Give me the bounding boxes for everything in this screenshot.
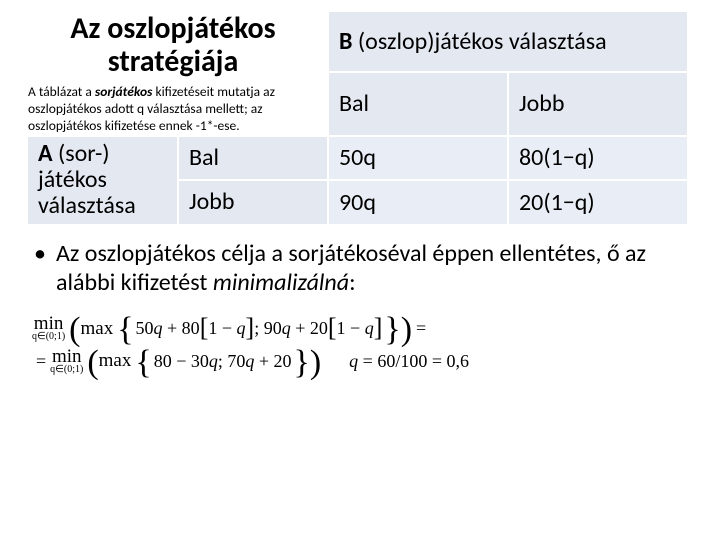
max-op: max (80, 320, 113, 338)
bullet-end: : (349, 268, 355, 297)
paren-open: ( (69, 320, 80, 340)
cell-r2c1: 90q (328, 180, 508, 225)
row-jobb: Jobb (178, 180, 328, 225)
brace-open: { (135, 353, 151, 373)
bullet-text: Az oszlopjátékos célja a sorjátékoséval … (56, 240, 686, 298)
a-label-bold: A (38, 139, 53, 168)
b-label-rest: (oszlop)játékos választása (352, 27, 606, 56)
min-op: min q∈(0;1) (50, 348, 83, 375)
header-left-cell: Az oszlopjátékos stratégiája A táblázat … (28, 12, 328, 136)
formula-body: 80 − 30q; 70q + 20 (154, 351, 292, 372)
page-title: Az oszlopjátékos stratégiája (28, 12, 318, 78)
slide: Az oszlopjátékos stratégiája A táblázat … (0, 0, 720, 540)
formula-result: q = 60/100 = 0,6 (347, 351, 471, 372)
formula-line1: min q∈(0;1) ( max { 50q + 80[1 − q]; 90q… (32, 315, 430, 342)
brace-open: { (117, 320, 133, 340)
cell-r1c2: 80(1−q) (508, 136, 688, 181)
cell-r1c1: 50q (328, 136, 508, 181)
subtitle-bold: sorjátékos (95, 83, 153, 100)
a-label-rest: (sor-) játékos választása (38, 139, 136, 221)
brace-close: } (384, 320, 400, 340)
bullet-dot: • (34, 240, 56, 298)
op-label: max (99, 350, 132, 371)
col-bal: Bal (328, 72, 508, 136)
paren-close: ) (401, 320, 412, 340)
formula-block-2: = min q∈(0;1) ( max { 80 − 30q; 70q + 20… (32, 348, 692, 375)
payoff-table: Az oszlopjátékos stratégiája A táblázat … (28, 12, 689, 226)
max-op: max (99, 352, 132, 370)
op-limit: q∈(0;1) (32, 332, 65, 342)
min-op: min q∈(0;1) (32, 315, 65, 342)
bullet-italic: minimalizálná (213, 268, 349, 297)
paren-open: ( (87, 353, 98, 373)
table-header-row: Az oszlopjátékos stratégiája A táblázat … (28, 12, 688, 72)
a-header: A (sor-) játékos választása (28, 136, 178, 225)
result-text: q = 60/100 = 0,6 (349, 351, 469, 372)
formula-body: 50q + 80[1 − q]; 90q + 20[1 − q] (136, 318, 383, 339)
equals: = (36, 351, 46, 372)
brace-close: } (294, 353, 310, 373)
col-jobb: Jobb (508, 72, 688, 136)
op-limit: q∈(0;1) (50, 365, 83, 375)
row-bal: Bal (178, 136, 328, 181)
formula-line2: = min q∈(0;1) ( max { 80 − 30q; 70q + 20… (32, 348, 321, 375)
formula-block: min q∈(0;1) ( max { 50q + 80[1 − q]; 90q… (32, 315, 692, 342)
b-header: B (oszlop)játékos választása (328, 12, 688, 72)
bullet-list: • Az oszlopjátékos célja a sorjátékoséva… (34, 240, 686, 298)
b-label-bold: B (339, 27, 352, 56)
bullet-item: • Az oszlopjátékos célja a sorjátékoséva… (34, 240, 686, 298)
table-row: A (sor-) játékos választása Bal 50q 80(1… (28, 136, 688, 181)
cell-r2c2: 20(1−q) (508, 180, 688, 225)
op-label: max (80, 318, 113, 339)
subtitle: A táblázat a sorjátékos kifizetéseit mut… (28, 84, 318, 135)
equals: = (416, 318, 426, 339)
subtitle-part: A táblázat a (28, 83, 95, 100)
paren-close: ) (310, 353, 321, 373)
